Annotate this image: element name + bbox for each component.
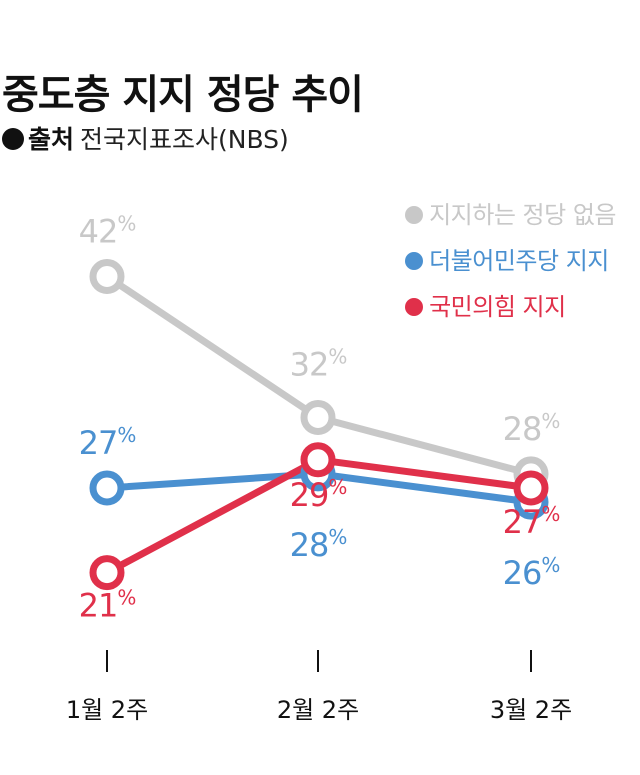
bullet-icon (2, 128, 24, 150)
data-label: 28% (503, 409, 560, 448)
data-label: 28% (290, 525, 347, 564)
source-label: 출처 (28, 125, 75, 154)
data-point (89, 259, 125, 294)
data-point (513, 470, 549, 506)
chart-title: 중도층 지지 정당 추이 (2, 72, 364, 118)
data-point (89, 470, 125, 506)
source-text: 전국지표조사(NBS) (80, 125, 289, 154)
legend-label: 지지하는 정당 없음 (429, 201, 616, 229)
legend-dot-icon (405, 298, 424, 316)
data-point (300, 400, 336, 435)
source-line: 출처 전국지표조사(NBS) (2, 120, 289, 156)
data-label: 42% (79, 212, 136, 251)
data-label: 29% (290, 475, 347, 514)
data-label: 27% (503, 502, 560, 541)
x-tick-label: 2월 2주 (277, 696, 359, 724)
x-tick-label: 3월 2주 (490, 696, 572, 724)
legend-dot-icon (405, 252, 424, 270)
legend-label: 더불어민주당 지지 (429, 247, 609, 275)
x-tick-label: 1월 2주 (66, 696, 148, 724)
data-point (89, 555, 125, 591)
data-label: 26% (503, 553, 560, 592)
legend-dot-icon (405, 206, 424, 224)
data-point (300, 442, 336, 478)
legend-item: 지지하는 정당 없음 (405, 192, 616, 238)
legend-item: 더불어민주당 지지 (405, 238, 616, 284)
data-label: 32% (290, 345, 347, 384)
legend-item: 국민의힘 지지 (405, 284, 616, 330)
data-label: 27% (79, 423, 136, 462)
data-label: 21% (79, 586, 136, 625)
legend-label: 국민의힘 지지 (429, 293, 566, 321)
